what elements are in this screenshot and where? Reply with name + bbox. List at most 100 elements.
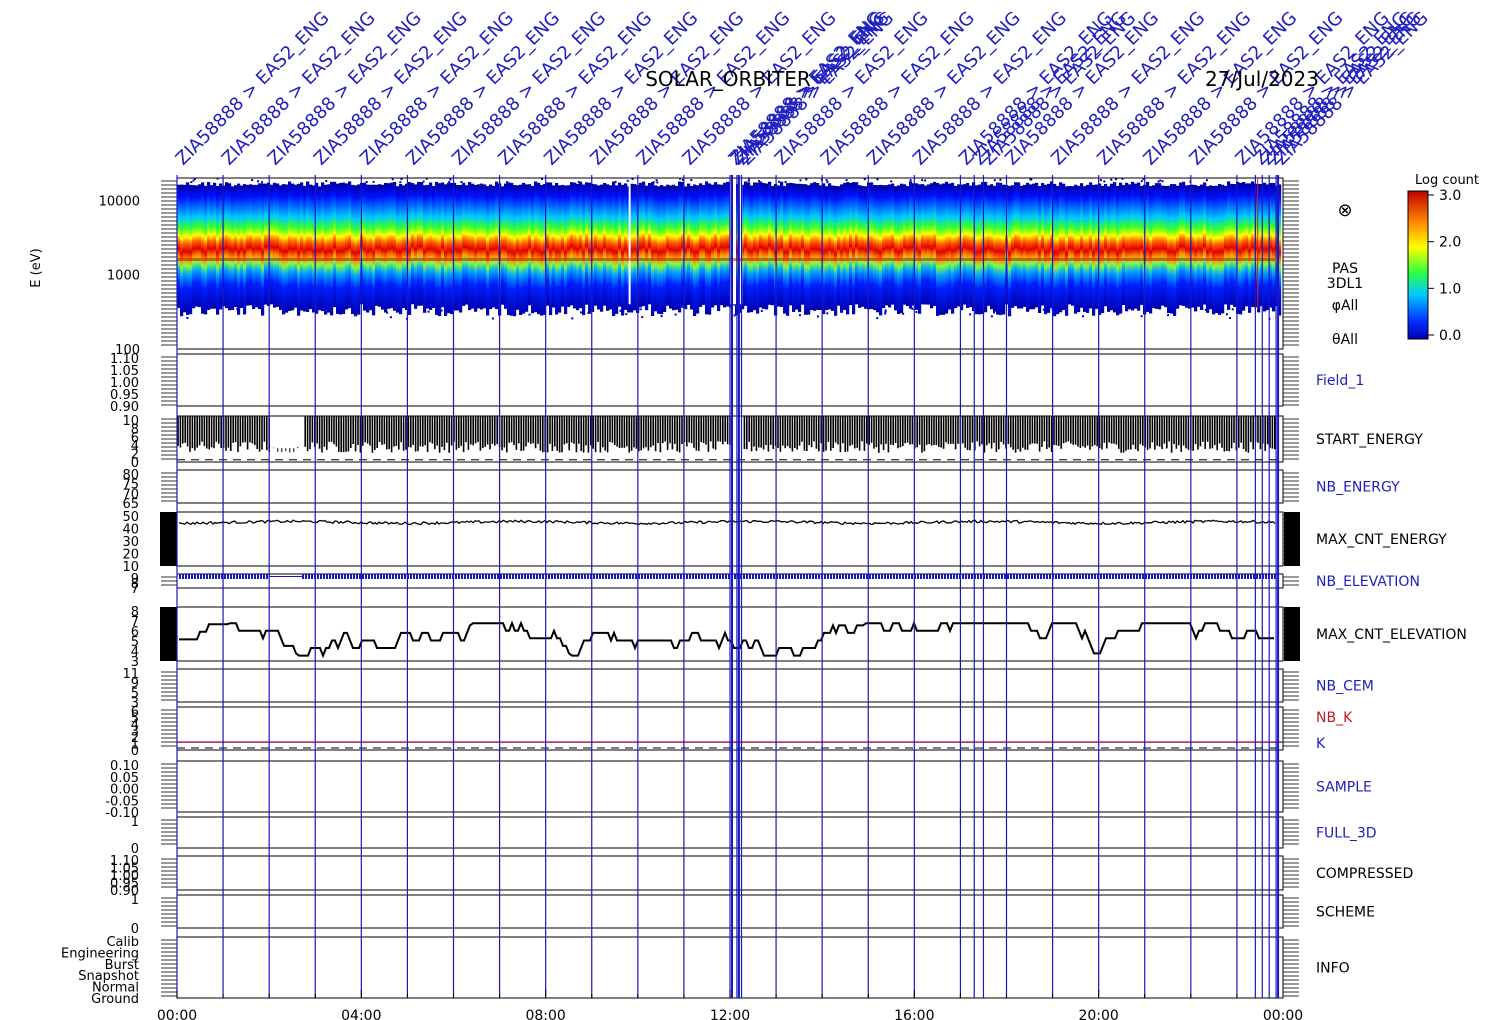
spectrogram-column [1101,185,1105,314]
spectrogram-column [363,182,367,311]
spectrogram-column [429,182,433,310]
nb-elevation-point [419,574,421,579]
spectrogram-column [1104,184,1108,307]
nb-elevation-point [1016,574,1018,579]
spectrogram-column [504,183,508,309]
nb-elevation-point [221,574,223,579]
y-tick-label: -0.05 [105,794,139,809]
x-tick-label: 00:00 [1263,1008,1303,1020]
nb-elevation-point [1199,574,1201,579]
spectrogram-column [417,181,421,306]
nb-elevation-point [575,574,577,579]
spectrogram-column [1140,186,1144,305]
spectrogram-pixel [863,178,866,181]
spectrogram-column [786,183,790,316]
spectrogram-column [882,185,886,309]
panel-label-nb_elevation: NB_ELEVATION [1316,574,1420,590]
spectrogram-pixel [422,180,425,183]
nb-elevation-point [998,574,1000,579]
spectrogram-column [225,182,229,309]
spectrogram-column [894,186,898,311]
nb-elevation-point [368,574,370,579]
nb-elevation-point [422,574,424,579]
spectrogram-column [798,183,802,313]
spectrogram-column [657,186,661,314]
spectrogram-column [495,181,499,310]
nb-elevation-point [1061,574,1063,579]
spectrogram-column [612,181,616,317]
nb-elevation-point [473,574,475,579]
nb-elevation-point [542,574,544,579]
spectrogram-column [633,184,637,311]
spectrogram-column [885,185,889,306]
nb-elevation-point [179,574,181,579]
nb-elevation-point [299,576,302,577]
spectrogram-pixel [876,317,879,320]
y-tick-label: 0 [131,456,139,471]
spectrogram-column [1017,182,1021,309]
spectrogram-column [201,182,205,314]
spectrogram-column [261,183,265,316]
spectrogram-column [1212,186,1216,315]
nb-elevation-point [518,574,520,579]
spectrogram-pixel [1231,308,1234,311]
nb-elevation-point [899,574,901,579]
y-tick-label: 0.05 [110,771,139,786]
spectrogram-column [930,183,934,309]
spectrogram-column [462,182,466,306]
spectrogram-column [681,182,685,307]
nb-elevation-point [323,574,325,579]
spectrogram-column [195,185,199,307]
spectrogram-column [402,185,406,309]
spectrogram-column [903,184,907,305]
nb-elevation-point [287,576,290,577]
nb-elevation-point [1208,574,1210,579]
spectrogram-column [1167,185,1171,314]
spectrogram-pixel [826,312,829,315]
spectrogram-pixel [1161,180,1164,183]
spectrogram-column [207,182,211,310]
nb-elevation-point [866,574,868,579]
spectrogram-pixel [778,180,780,183]
y-tick-label: 1 [131,815,139,830]
nb-elevation-point [398,574,400,579]
spectrogram-column [558,185,562,313]
nb-elevation-point [1160,574,1162,579]
nb-elevation-point [1007,574,1009,579]
spectrogram-column [420,182,424,306]
spectrogram-column [864,186,868,309]
spectrogram-column [477,184,481,309]
spectrogram-pixel [911,307,914,310]
spectrogram-column [996,182,1000,315]
spectrogram-column [1224,185,1228,305]
spectrogram-column [954,186,958,309]
spectrogram-column [678,181,682,313]
spectrogram-pixel [631,178,634,180]
y-tick-label: 0 [131,842,139,857]
nb-elevation-point [734,574,736,579]
spectrogram-column [588,182,592,314]
nb-elevation-point [722,574,724,579]
nb-elevation-point [656,574,658,579]
y-tick-label: Ground [91,992,139,1007]
spectrogram-column [279,185,283,310]
spectrogram-column [912,183,916,306]
spectrogram-column [1032,183,1036,310]
nb-elevation-point [992,574,994,579]
nb-elevation-point [1262,574,1264,579]
nb-elevation-point [1250,574,1252,579]
nb-elevation-point [1118,574,1120,579]
spectrogram-column [1236,182,1240,314]
spectrogram-column [990,184,994,310]
spectrogram-pixel [641,316,644,319]
nb-elevation-point [326,574,328,579]
spectrogram-column [189,184,193,315]
spectrogram-column [660,185,664,315]
spectrogram-pixel [1042,308,1045,311]
spectrogram-column [534,181,538,313]
y-tick-label: Engineering [61,946,139,961]
spectrogram-column [1131,181,1135,311]
spectrogram-column [1119,182,1123,314]
nb-elevation-point [587,574,589,579]
